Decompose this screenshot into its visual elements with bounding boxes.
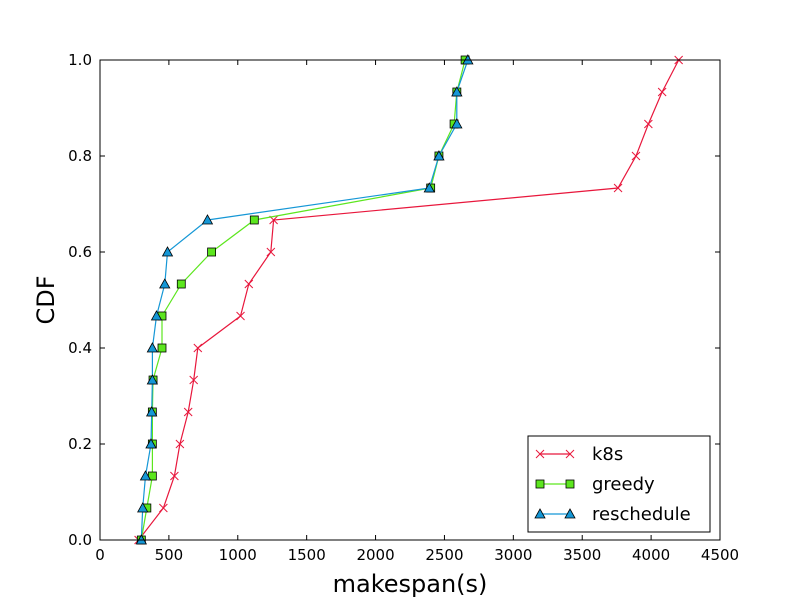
data-point xyxy=(236,311,245,321)
data-point xyxy=(159,278,171,289)
plot-frame xyxy=(99,59,721,541)
data-point xyxy=(451,86,463,97)
legend-marker xyxy=(535,449,545,459)
data-point xyxy=(201,214,214,225)
x-tick-label: 2500 xyxy=(425,546,463,564)
y-tick-label: 0.0 xyxy=(68,531,92,549)
x-tick-label: 1000 xyxy=(219,546,257,564)
data-point xyxy=(145,406,158,417)
y-axis-label: CDF xyxy=(32,275,60,324)
y-tick-label: 0.6 xyxy=(68,243,92,261)
data-point xyxy=(176,279,186,289)
data-point xyxy=(657,87,667,97)
legend-item-greedy: greedy xyxy=(535,474,655,495)
x-tick-label: 0 xyxy=(95,546,105,564)
data-point xyxy=(433,150,445,161)
series-line xyxy=(140,59,466,541)
data-point xyxy=(451,118,463,129)
data-point xyxy=(644,119,653,129)
ticks-layer: 0 500 1000 1500 2000 2500 3000 3500 4000 4500 0.0 0… xyxy=(68,51,739,564)
data-point xyxy=(157,343,167,353)
data-point xyxy=(183,407,193,417)
data-point xyxy=(249,215,259,225)
x-axis-label: makespan(s) xyxy=(333,570,488,598)
legend-marker xyxy=(534,508,546,519)
x-tick-label: 500 xyxy=(155,546,184,564)
y-tick-label: 1.0 xyxy=(68,51,92,69)
data-point xyxy=(189,375,199,385)
data-point xyxy=(266,247,276,257)
y-tick-label: 0.8 xyxy=(68,147,92,165)
data-point xyxy=(423,182,435,193)
x-tick-label: 3500 xyxy=(563,546,601,564)
legend: k8s greedy reschedule xyxy=(527,435,711,533)
x-tick-label: 2000 xyxy=(356,546,394,564)
data-point xyxy=(161,246,174,257)
data-point xyxy=(244,279,254,289)
legend-marker xyxy=(535,479,545,489)
data-point xyxy=(631,151,641,161)
legend-marker xyxy=(565,479,575,489)
data-point xyxy=(207,247,217,257)
legend-marker xyxy=(564,508,576,519)
data-point xyxy=(613,183,623,193)
y-tick-label: 0.2 xyxy=(68,435,92,453)
data-point xyxy=(146,342,159,353)
legend-item-k8s: k8s xyxy=(535,444,623,465)
y-tick-label: 0.4 xyxy=(68,339,92,357)
series-line xyxy=(138,59,680,541)
data-point xyxy=(170,471,179,481)
legend-marker xyxy=(565,449,575,459)
data-point xyxy=(139,470,152,481)
legend-item-reschedule: reschedule xyxy=(534,504,691,525)
data-point xyxy=(159,503,168,513)
x-tick-label: 1500 xyxy=(288,546,326,564)
series-line xyxy=(140,59,469,541)
data-point xyxy=(193,343,203,353)
x-tick-label: 4000 xyxy=(632,546,670,564)
data-point xyxy=(145,438,157,449)
data-point xyxy=(137,502,149,513)
x-tick-label: 4500 xyxy=(701,546,739,564)
data-point xyxy=(146,374,159,385)
data-point xyxy=(175,439,185,449)
legend-label: reschedule xyxy=(592,504,691,525)
series-k8s xyxy=(134,55,684,545)
x-tick-label: 3000 xyxy=(494,546,532,564)
data-point xyxy=(150,310,163,321)
legend-label: k8s xyxy=(592,444,623,465)
legend-label: greedy xyxy=(592,474,655,495)
